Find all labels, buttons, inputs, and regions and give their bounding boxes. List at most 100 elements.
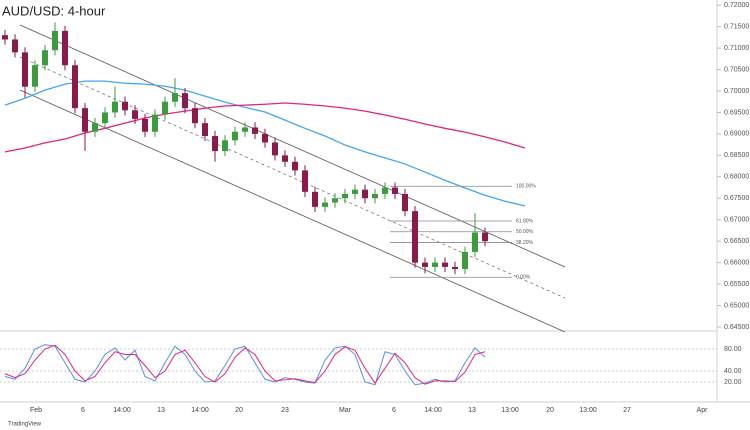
time-label: 14:00: [191, 407, 209, 414]
time-label: 23: [281, 407, 289, 414]
time-label: 6: [81, 407, 85, 414]
candle-body: [32, 65, 38, 87]
candle-body: [222, 140, 228, 152]
oscillator-tick-label: 20.00: [724, 379, 742, 386]
time-label: 20: [235, 407, 243, 414]
time-label: Mar: [339, 407, 352, 414]
y-tick-label: 0.70500: [724, 66, 749, 73]
candle-body: [142, 118, 148, 132]
candle-body: [472, 232, 478, 252]
candle-body: [342, 193, 348, 199]
candle-body: [122, 101, 128, 111]
candle-body: [302, 170, 308, 192]
candle-body: [252, 127, 258, 134]
time-label: 14:00: [113, 407, 131, 414]
candle-body: [172, 93, 178, 102]
time-label: 13:00: [579, 407, 597, 414]
time-label: 20: [546, 407, 554, 414]
candle-body: [62, 30, 68, 66]
time-label: 14:00: [424, 407, 442, 414]
candle-body: [262, 133, 268, 143]
y-tick-label: 0.66500: [724, 238, 749, 245]
candle-body: [242, 127, 248, 132]
candle-body: [52, 30, 58, 51]
candle-body: [272, 142, 278, 156]
fib-label: 100.00%: [516, 184, 536, 190]
time-label: 6: [392, 407, 396, 414]
candle-body: [412, 211, 418, 263]
time-label: 13: [468, 407, 476, 414]
channel-upper: [19, 24, 566, 268]
candle-body: [2, 35, 8, 40]
candle-body: [332, 198, 338, 203]
candle-body: [432, 262, 438, 267]
candle-body: [232, 131, 238, 141]
candle-body: [452, 266, 458, 270]
chart-title: AUD/USD: 4-hour: [2, 3, 106, 18]
y-tick-label: 0.72000: [724, 2, 749, 9]
oscillator-line: [4, 344, 486, 386]
fib-label: 61.80%: [516, 218, 534, 224]
y-tick-label: 0.69000: [724, 131, 749, 138]
y-tick-label: 0.68500: [724, 152, 749, 159]
candle-body: [12, 39, 18, 53]
candle-body: [382, 187, 388, 194]
y-tick-label: 0.71500: [724, 23, 749, 30]
oscillator-line: [4, 344, 486, 385]
oscillator-tick-label: 40.00: [724, 368, 742, 375]
candle-body: [462, 251, 468, 270]
candle-body: [102, 112, 108, 124]
fib-label: 0.00%: [516, 275, 531, 281]
y-tick-label: 0.66000: [724, 259, 749, 266]
candle-body: [212, 136, 218, 152]
candle-body: [392, 187, 398, 194]
time-label: 13: [157, 407, 165, 414]
candle-body: [132, 110, 138, 119]
candle-body: [112, 101, 118, 113]
candle-body: [82, 108, 88, 132]
candle-body: [422, 262, 428, 267]
candle-body: [182, 93, 188, 109]
y-tick-label: 0.71000: [724, 45, 749, 52]
candle-body: [362, 189, 368, 199]
candle-body: [92, 123, 98, 132]
y-tick-label: 0.68000: [724, 174, 749, 181]
y-tick-label: 0.65500: [724, 281, 749, 288]
candle-body: [192, 108, 198, 124]
candle-body: [312, 191, 318, 207]
candle-body: [22, 52, 28, 87]
time-label: 13:00: [501, 407, 519, 414]
candle-body: [352, 189, 358, 194]
y-tick-label: 0.67000: [724, 217, 749, 224]
y-tick-label: 0.69500: [724, 109, 749, 116]
y-tick-label: 0.70000: [724, 88, 749, 95]
candle-body: [372, 193, 378, 199]
candle-body: [322, 202, 328, 207]
candle-body: [42, 50, 48, 66]
candle-body: [292, 161, 298, 171]
candle-body: [162, 101, 168, 115]
fib-label: 38.20%: [516, 240, 534, 246]
moving-average: [4, 102, 526, 153]
plot-layer: 0.72000 0.71500 0.71000 0.70500 0.70000 0.695…: [0, 2, 749, 414]
channel-lower: [19, 89, 566, 333]
candle-body: [402, 193, 408, 212]
y-tick-label: 0.65000: [724, 302, 749, 309]
candle-body: [442, 262, 448, 267]
candle-body: [482, 232, 488, 242]
moving-average: [4, 80, 526, 207]
time-label: Apr: [697, 407, 709, 414]
y-tick-label: 0.67500: [724, 195, 749, 202]
time-label: 27: [623, 407, 631, 414]
candle-body: [152, 114, 158, 132]
candle-body: [202, 123, 208, 137]
time-label: Feb: [30, 407, 42, 414]
watermark: TradingView: [8, 422, 42, 428]
oscillator-tick-label: 80.00: [724, 346, 742, 353]
candle-body: [72, 65, 78, 109]
candle-body: [282, 155, 288, 162]
y-tick-label: 0.64500: [724, 324, 749, 331]
